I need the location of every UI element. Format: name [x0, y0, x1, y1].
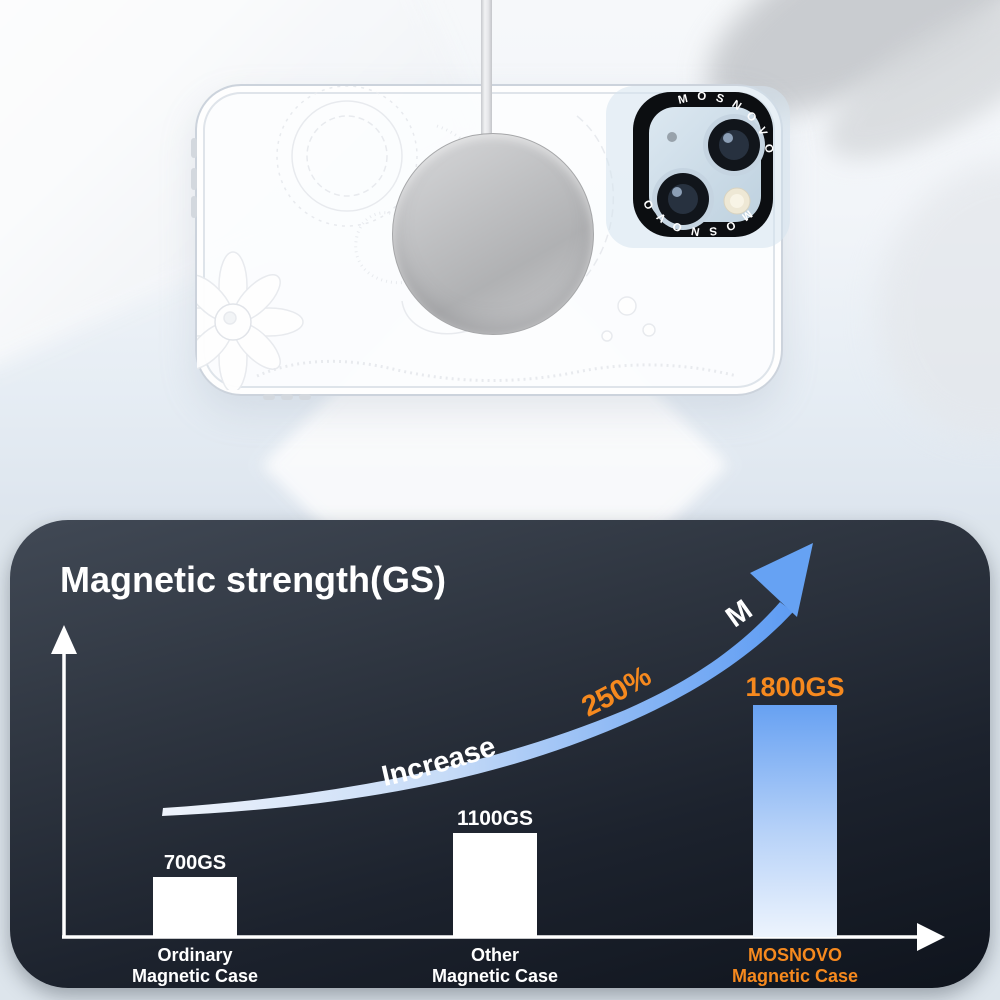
camera-lens-icon — [703, 114, 765, 176]
camera-lens-icon — [652, 168, 714, 230]
chart-panel: Magnetic strength(GS) Increase 250% Magn… — [10, 520, 990, 988]
mic-dot-icon — [667, 132, 677, 142]
chart-title: Magnetic strength(GS) — [60, 559, 446, 600]
case-port-mark — [281, 394, 293, 400]
bar-mosnovo-case — [753, 705, 837, 937]
x-axis-arrow-icon — [917, 923, 945, 951]
magnetic-strength-chart: Magnetic strength(GS) Increase 250% Magn… — [10, 520, 945, 986]
y-axis — [51, 625, 77, 938]
case-button-cutout — [191, 168, 197, 190]
growth-curve — [162, 602, 793, 816]
category-label-mosnovo: MOSNOVO Magnetic Case — [732, 945, 858, 986]
svg-text:Other: Other — [471, 945, 519, 965]
category-label-ordinary: Ordinary Magnetic Case — [132, 945, 258, 986]
y-axis-arrow-icon — [51, 625, 77, 654]
category-label-other: Other Magnetic Case — [432, 945, 558, 986]
background-blur-swoosh — [842, 129, 1000, 471]
svg-text:Ordinary: Ordinary — [157, 945, 232, 965]
growth-arrow-icon — [750, 543, 813, 617]
flower-ornament — [162, 251, 304, 393]
case-switch-cutout — [191, 138, 197, 158]
case-button-cutout — [191, 196, 197, 218]
svg-text:Magnetic Case: Magnetic Case — [732, 966, 858, 986]
magsafe-charger-puck — [392, 133, 594, 335]
bar-ordinary-case — [153, 877, 237, 937]
camera-module: MOSNOVO MOSNOVO — [633, 91, 773, 237]
bar-value-label: 1100GS — [457, 807, 533, 830]
flash-icon — [723, 187, 751, 215]
case-port-mark — [299, 394, 311, 400]
bar-other-case — [453, 833, 537, 937]
svg-text:MOSNOVO: MOSNOVO — [748, 945, 842, 965]
bar-value-label-highlighted: 1800GS — [745, 672, 844, 702]
charging-cable — [481, 0, 492, 145]
bar-value-label: 700GS — [164, 852, 226, 874]
case-port-mark — [263, 394, 275, 400]
product-photo-section: MOSNOVO MOSNOVO — [0, 0, 1000, 520]
svg-text:Magnetic Case: Magnetic Case — [432, 966, 558, 986]
svg-text:Magnetic Case: Magnetic Case — [132, 966, 258, 986]
